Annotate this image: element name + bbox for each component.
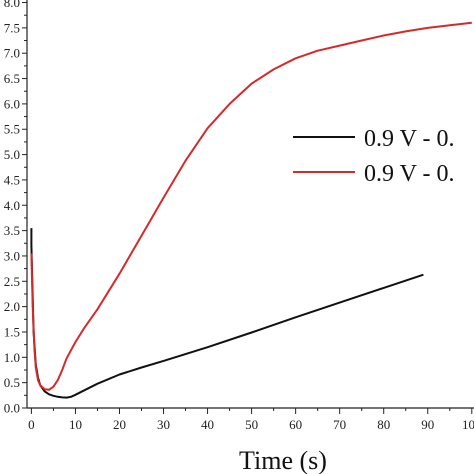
- y-tick-label: 4.0: [4, 198, 20, 213]
- x-tick-label: 70: [333, 417, 346, 432]
- y-tick-label: 8.0: [4, 0, 20, 10]
- y-tick-label: 3.0: [4, 248, 20, 263]
- chart-legend: 0.9 V - 0. 0.9 V - 0.: [293, 126, 454, 187]
- y-tick-label: 0.0: [4, 401, 20, 416]
- x-tick-label: 10: [69, 417, 82, 432]
- y-tick-label: 6.5: [4, 71, 20, 86]
- legend-label-series-2: 0.9 V - 0.: [364, 161, 454, 187]
- chart-series: [30, 21, 472, 399]
- x-tick-label: 60: [289, 417, 302, 432]
- x-tick-label: 90: [421, 417, 434, 432]
- x-tick-label: 40: [201, 417, 214, 432]
- series-line-2: [30, 21, 472, 391]
- x-tick-label: 50: [245, 417, 258, 432]
- x-tick-label: 20: [113, 417, 126, 432]
- series-line-1: [30, 228, 424, 399]
- y-tick-label: 1.0: [4, 350, 20, 365]
- y-tick-label: 7.5: [4, 20, 20, 35]
- legend-label-series-1: 0.9 V - 0.: [364, 126, 454, 152]
- y-tick-label: 5.0: [4, 147, 20, 162]
- y-tick-label: 7.0: [4, 46, 20, 61]
- y-tick-label: 5.5: [4, 122, 20, 137]
- chart-axes: [26, 0, 474, 409]
- x-tick-label: 80: [377, 417, 390, 432]
- y-tick-label: 3.5: [4, 223, 20, 238]
- x-tick-label: 100: [462, 417, 474, 432]
- y-tick-label: 2.5: [4, 274, 20, 289]
- y-tick-label: 1.5: [4, 324, 20, 339]
- x-axis-title: Time (s): [239, 446, 327, 474]
- y-tick-label: 4.5: [4, 172, 20, 187]
- y-tick-label: 2.0: [4, 299, 20, 314]
- x-tick-label: 0: [28, 417, 35, 432]
- x-tick-label: 30: [157, 417, 170, 432]
- y-tick-label: 6.0: [4, 96, 20, 111]
- chart-ticks: 0.0 0.5 1.0 1.5 2.0 2.5 3.0 3.5 4.0 4.5 5.0 5.5 6.0 6…: [4, 0, 474, 432]
- y-tick-label: 0.5: [4, 375, 20, 390]
